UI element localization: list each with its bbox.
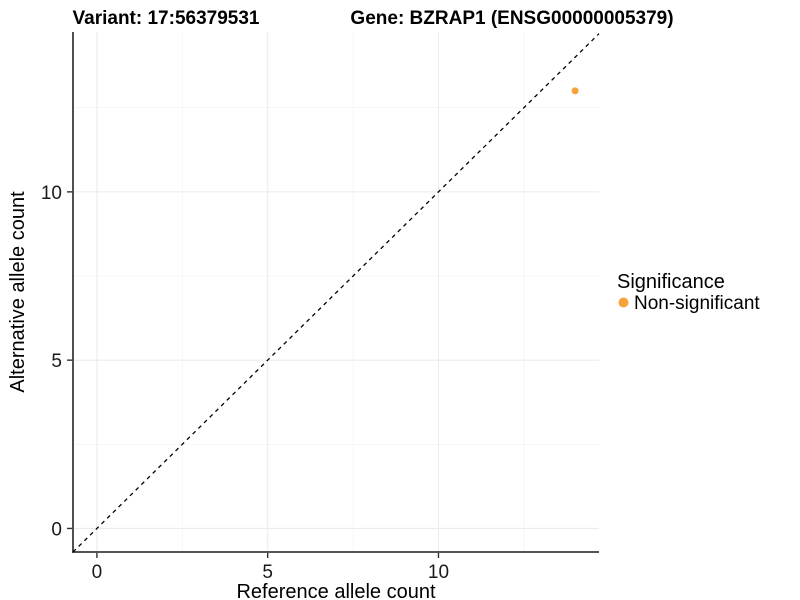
identity-line	[72, 33, 600, 553]
x-tick-label: 0	[92, 562, 103, 583]
gridlines-major	[73, 32, 599, 552]
plot-title-variant: Variant: 17:56379531	[73, 8, 260, 29]
legend-item-label: Non-significant	[634, 293, 760, 314]
legend: Significance Non-significant	[617, 271, 760, 314]
y-tick-label: 5	[51, 351, 62, 372]
axis-ticks	[67, 191, 440, 558]
identity-reference-line-layer	[72, 33, 600, 553]
y-tick-label: 10	[41, 183, 62, 204]
x-axis-title: Reference allele count	[236, 581, 435, 600]
y-axis-title: Alternative allele count	[7, 191, 29, 393]
y-tick-label: 0	[51, 519, 62, 540]
axis-tick-labels: 0 5 10 0 5 10	[41, 183, 449, 583]
legend-key-point-icon	[618, 297, 629, 308]
data-points-layer	[571, 87, 579, 95]
legend-title: Significance	[617, 271, 725, 293]
axis-lines	[72, 32, 599, 553]
x-tick-label: 5	[262, 562, 273, 583]
gridlines-minor	[73, 32, 599, 552]
plot-title-gene: Gene: BZRAP1 (ENSG00000005379)	[350, 8, 673, 29]
data-point	[571, 87, 579, 95]
x-tick-label: 10	[428, 562, 449, 583]
